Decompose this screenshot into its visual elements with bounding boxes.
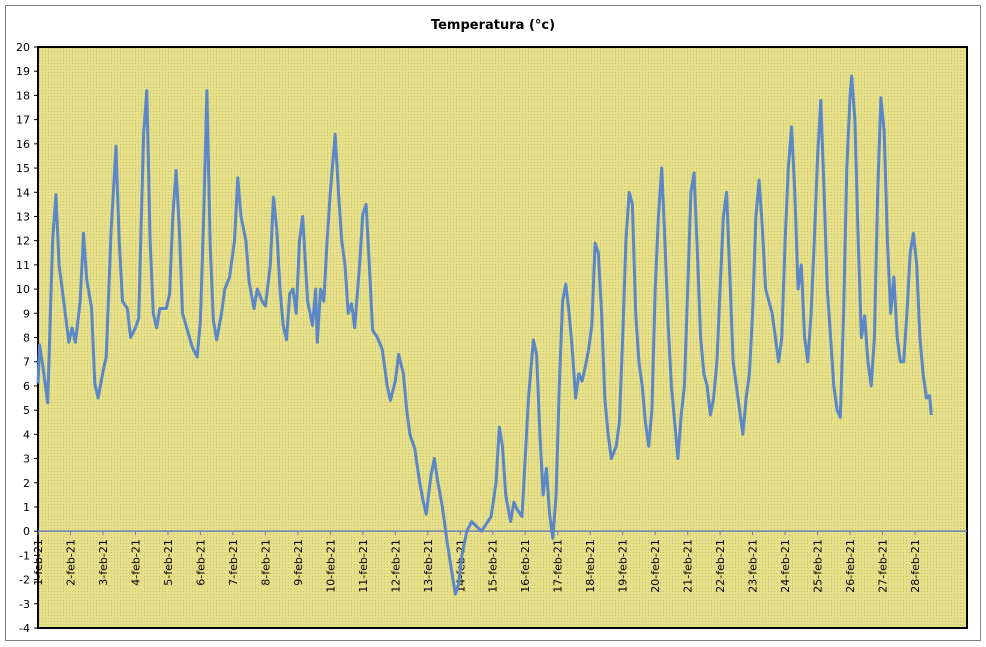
- x-tick-label: 19-feb-21: [617, 539, 630, 593]
- y-tick-label: -4: [19, 622, 30, 635]
- x-tick-label: 18-feb-21: [584, 539, 597, 593]
- y-tick-label: 20: [16, 41, 30, 54]
- x-tick-label: 15-feb-21: [487, 539, 500, 593]
- y-tick-label: 19: [16, 65, 30, 78]
- y-tick-label: 8: [23, 332, 30, 345]
- x-tick-label: 7-feb-21: [227, 539, 240, 586]
- x-tick-label: 24-feb-21: [779, 539, 792, 593]
- plot-area: [37, 46, 968, 629]
- x-tick-label: 25-feb-21: [812, 539, 825, 593]
- series-line: [36, 74, 933, 596]
- y-tick-label: -1: [19, 549, 30, 562]
- y-tick-label: 9: [23, 307, 30, 320]
- x-tick-label: 5-feb-21: [162, 539, 175, 586]
- y-tick-label: 13: [16, 210, 30, 223]
- x-tick-label: 2-feb-21: [64, 539, 77, 586]
- y-tick-label: 5: [23, 404, 30, 417]
- chart-title: Temperatura (°c): [431, 18, 555, 33]
- x-axis: 1-feb-21 2-feb-21 3-feb-21 4-feb-21 5-feb-21…: [32, 531, 922, 593]
- x-tick-label: 6-feb-21: [194, 539, 207, 586]
- x-tick-label: 22-feb-21: [714, 539, 727, 593]
- y-tick-label: 18: [16, 89, 30, 102]
- x-tick-label: 8-feb-21: [259, 539, 272, 586]
- x-tick-label: 12-feb-21: [389, 539, 402, 593]
- x-tick-label: 13-feb-21: [422, 539, 435, 593]
- x-tick-label: 23-feb-21: [747, 539, 760, 593]
- y-tick-label: 4: [23, 428, 30, 441]
- x-tick-label: 16-feb-21: [519, 539, 532, 593]
- y-tick-label: 7: [23, 356, 30, 369]
- y-tick-label: 2: [23, 477, 30, 490]
- x-tick-label: 10-feb-21: [324, 539, 337, 593]
- x-tick-label: 3-feb-21: [97, 539, 110, 586]
- x-tick-label: 27-feb-21: [877, 539, 890, 593]
- y-tick-label: 11: [16, 259, 30, 272]
- y-tick-label: -3: [19, 598, 30, 611]
- x-tick-label: 9-feb-21: [292, 539, 305, 586]
- y-tick-label: 16: [16, 138, 30, 151]
- y-tick-label: 1: [23, 501, 30, 514]
- y-tick-label: 3: [23, 453, 30, 466]
- y-tick-label: 15: [16, 162, 30, 175]
- x-tick-label: 1-feb-21: [32, 539, 45, 586]
- y-tick-label: 0: [23, 525, 30, 538]
- y-tick-label: 6: [23, 380, 30, 393]
- y-tick-label: 12: [16, 235, 30, 248]
- x-tick-label: 11-feb-21: [357, 539, 370, 593]
- x-tick-label: 17-feb-21: [552, 539, 565, 593]
- y-tick-label: 17: [16, 114, 30, 127]
- y-tick-label: 10: [16, 283, 30, 296]
- y-tick-label: -2: [19, 574, 30, 587]
- x-tick-label: 26-feb-21: [844, 539, 857, 593]
- x-tick-label: 20-feb-21: [649, 539, 662, 593]
- y-tick-label: 14: [16, 186, 30, 199]
- x-tick-label: 4-feb-21: [129, 539, 142, 586]
- x-tick-label: 28-feb-21: [909, 539, 922, 593]
- x-tick-label: 21-feb-21: [682, 539, 695, 593]
